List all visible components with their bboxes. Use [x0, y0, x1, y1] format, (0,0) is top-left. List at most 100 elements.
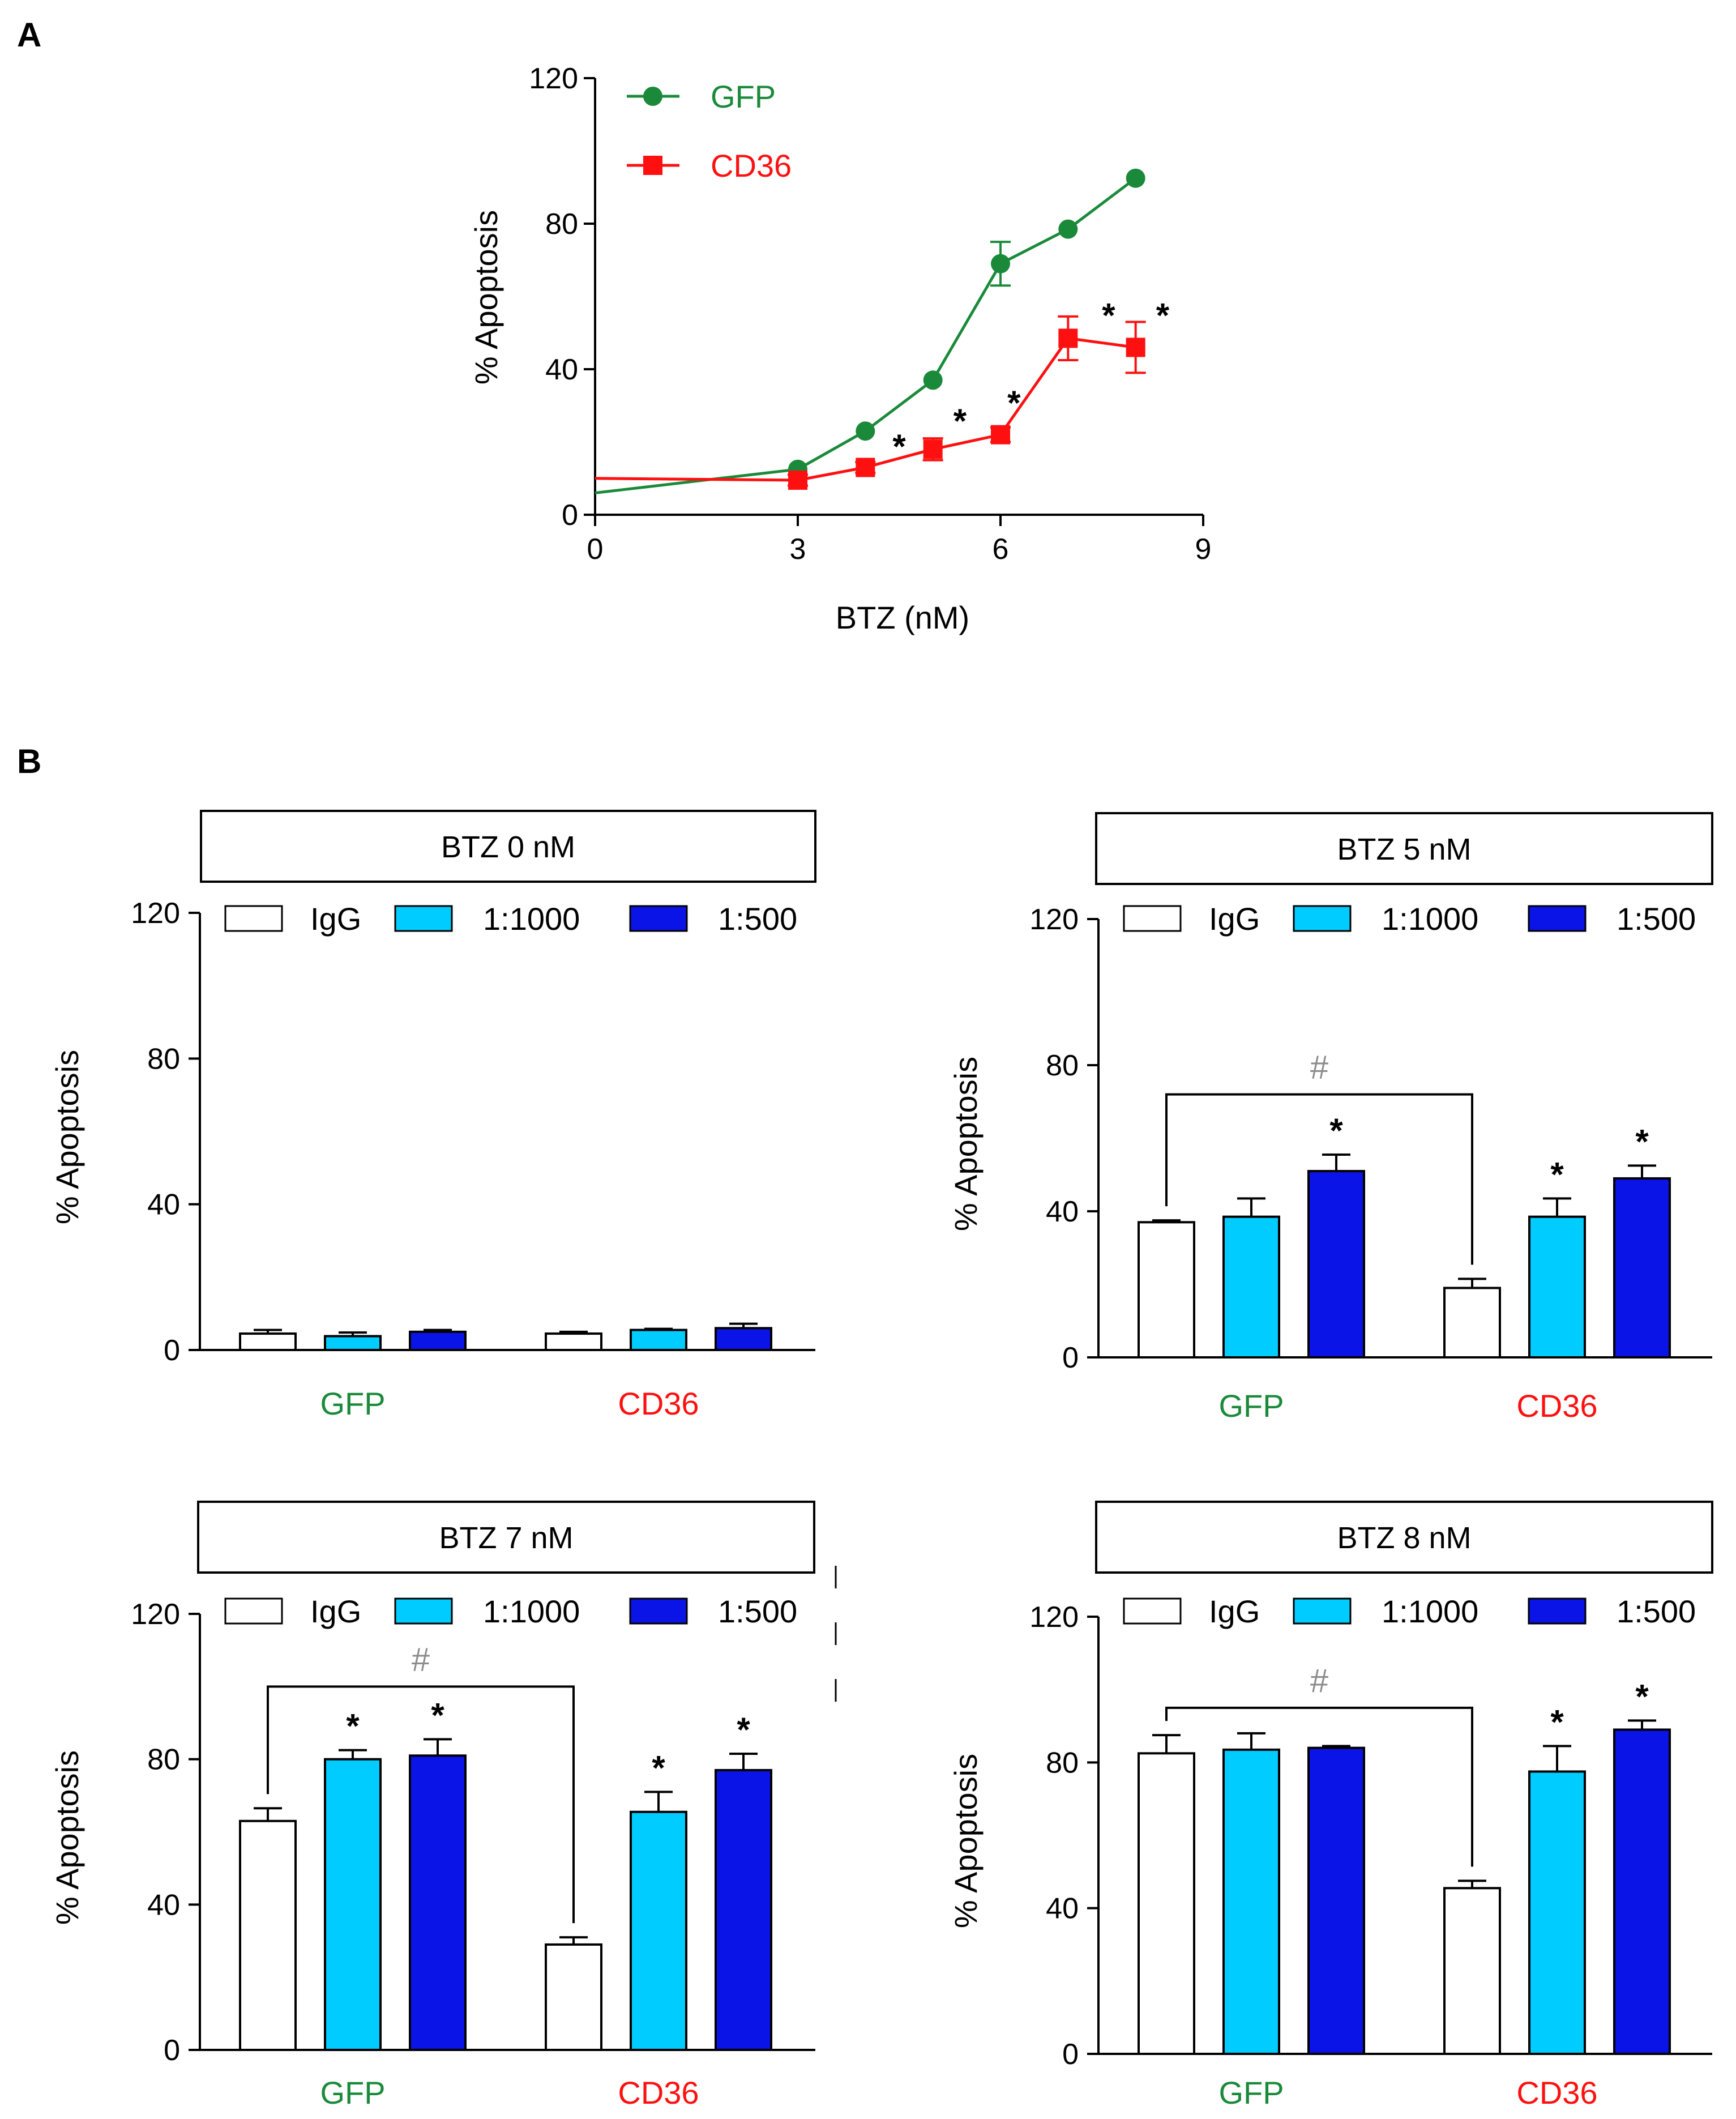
- bar-chart-1: BTZ 0 nM IgG 1:1000 1:500 0 40 80 120 % Apoptosi…: [49, 810, 816, 1421]
- data-point-gfp: [923, 370, 943, 390]
- legend-swatch: [224, 1597, 283, 1625]
- legend-label: 1:1000: [483, 1593, 580, 1629]
- legend-label: IgG: [1209, 1593, 1260, 1629]
- bar: [324, 1758, 382, 2052]
- significance-star: *: [652, 1749, 665, 1787]
- bar: [324, 1335, 382, 1351]
- y-tick-label: 80: [1046, 1049, 1079, 1082]
- chart-title: BTZ 0 nM: [441, 830, 575, 864]
- y-tick-label: 40: [147, 1889, 180, 1921]
- bar: [239, 1819, 297, 2051]
- series-line-gfp: [595, 177, 1137, 494]
- hash-mark: #: [412, 1641, 430, 1678]
- significance-bracket: [267, 1685, 575, 1924]
- group-label-cd36: CD36: [1516, 1388, 1597, 1424]
- legend-label: 1:1000: [1382, 1593, 1478, 1629]
- y-tick-label: 40: [545, 353, 578, 386]
- y-tick-label: 80: [147, 1744, 180, 1776]
- data-point-cd36: [1058, 328, 1078, 348]
- legend-label: 1:500: [1617, 1593, 1696, 1629]
- y-tick-label: 40: [147, 1189, 180, 1221]
- significance-star: *: [953, 402, 967, 440]
- bar: [545, 1332, 602, 1352]
- group-label-gfp: GFP: [320, 2075, 385, 2111]
- bar: [545, 1943, 602, 2052]
- significance-star: *: [1635, 1122, 1649, 1160]
- data-point-cd36: [856, 458, 875, 477]
- bar: [630, 1810, 687, 2051]
- legend-label: IgG: [1209, 901, 1260, 937]
- y-axis-label: % Apoptosis: [49, 1050, 85, 1224]
- bar: [1138, 1221, 1195, 1359]
- legend-label: IgG: [310, 1593, 361, 1629]
- significance-star: *: [1329, 1112, 1343, 1150]
- group-label-cd36: CD36: [1516, 2075, 1597, 2111]
- bar: [1222, 1215, 1280, 1359]
- y-tick-label: 40: [1046, 1892, 1079, 1925]
- chart-title-box: [197, 1501, 815, 1574]
- bar-chart-4: BTZ 8 nM IgG 1:1000 1:500 0 40 80 120 % Apoptosi…: [948, 1501, 1713, 2111]
- significance-star: *: [1102, 297, 1115, 335]
- legend-swatch: [1123, 1597, 1182, 1625]
- chart-title-box: [200, 810, 816, 883]
- data-point-cd36: [1126, 337, 1145, 357]
- x-axis-label: BTZ (nM): [836, 600, 969, 635]
- y-tick-label: 0: [164, 2034, 180, 2067]
- y-axis-label: % Apoptosis: [948, 1057, 984, 1231]
- data-point-gfp: [1058, 219, 1078, 239]
- legend-swatch: [1293, 1597, 1352, 1625]
- y-tick-label: 120: [1029, 1601, 1079, 1634]
- x-tick-label: 0: [587, 533, 604, 566]
- bar: [1443, 1887, 1501, 2056]
- significance-bracket: [1165, 1093, 1473, 1265]
- significance-star: *: [1550, 1703, 1564, 1741]
- group-label-gfp: GFP: [1218, 1388, 1284, 1424]
- data-point-cd36: [923, 439, 943, 459]
- significance-bracket: [1165, 1706, 1473, 1867]
- significance-star: *: [892, 428, 906, 465]
- y-axis-label: % Apoptosis: [468, 210, 504, 385]
- data-point-cd36: [991, 425, 1010, 445]
- legend-label-cd36: CD36: [711, 148, 792, 183]
- group-label-gfp: GFP: [1218, 2075, 1284, 2111]
- y-tick-label: 80: [147, 1043, 180, 1075]
- y-axis-label: % Apoptosis: [948, 1754, 984, 1928]
- significance-star: *: [1550, 1155, 1564, 1193]
- legend-label: 1:1000: [1382, 901, 1478, 937]
- legend-swatch: [1528, 905, 1587, 932]
- bar: [715, 1768, 772, 2052]
- bar: [630, 1328, 687, 1352]
- hash-mark: #: [1310, 1049, 1328, 1086]
- significance-star: *: [1007, 384, 1021, 422]
- y-tick-label: 120: [1029, 903, 1079, 936]
- chart-title: BTZ 7 nM: [439, 1521, 573, 1555]
- bar: [1307, 1170, 1365, 1359]
- legend-swatch: [1123, 905, 1182, 932]
- y-tick-label: 0: [562, 499, 578, 532]
- legend-swatch: [394, 905, 453, 932]
- data-point-gfp: [856, 421, 875, 441]
- legend-label: 1:500: [718, 901, 797, 937]
- y-tick-label: 120: [131, 897, 180, 930]
- legend-swatch: [1528, 1597, 1587, 1625]
- legend-swatch: [629, 905, 688, 932]
- group-label-cd36: CD36: [618, 2075, 699, 2111]
- significance-star: *: [737, 1711, 750, 1749]
- data-point-gfp: [991, 254, 1010, 274]
- chart-title-box: [1095, 1501, 1713, 1574]
- bar: [1443, 1287, 1501, 1358]
- group-label-gfp: GFP: [320, 1386, 385, 1421]
- legend-label: IgG: [310, 901, 361, 937]
- bar: [1222, 1748, 1280, 2055]
- bar: [715, 1327, 772, 1351]
- legend-label: 1:500: [1617, 901, 1696, 937]
- bar-chart-2: BTZ 5 nM IgG 1:1000 1:500 0 40 80 120 % Apoptosi…: [948, 812, 1713, 1424]
- legend-swatch: [1293, 905, 1352, 932]
- bar: [1528, 1215, 1586, 1359]
- y-tick-label: 80: [1046, 1746, 1079, 1779]
- bar: [1613, 1728, 1671, 2055]
- line-chart-a: A 0 40 80 120 0 3 6 9 BTZ (nM) % Apoptosis GFP CD36 *…: [17, 16, 1211, 635]
- y-tick-label: 40: [1046, 1195, 1079, 1228]
- legend-label: 1:500: [718, 1593, 797, 1629]
- chart-title: BTZ 5 nM: [1337, 832, 1471, 866]
